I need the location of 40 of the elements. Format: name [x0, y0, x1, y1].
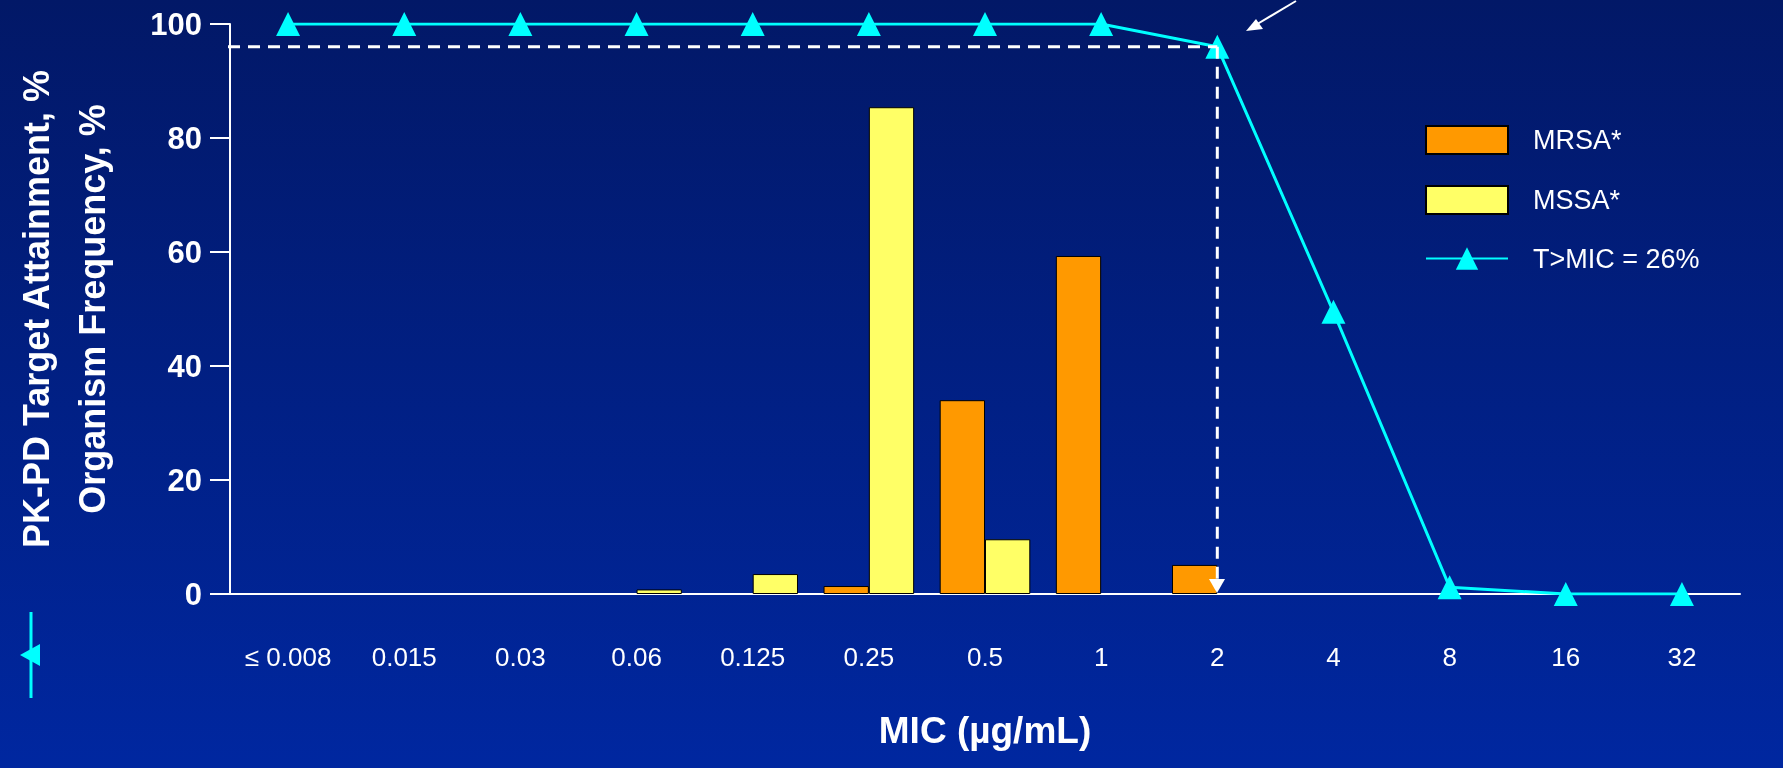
y-tick-label: 40: [167, 348, 202, 384]
y-tick-label: 20: [167, 462, 202, 498]
point: [1089, 12, 1114, 36]
x-tick-label: 2: [1210, 642, 1225, 672]
y-tick-label: 100: [150, 6, 202, 42]
bar: [636, 589, 682, 594]
bar: [752, 574, 798, 594]
point: [1669, 582, 1694, 606]
x-tick-label: 32: [1667, 642, 1697, 672]
point: [1321, 299, 1346, 324]
x-tick-label: 8: [1442, 642, 1457, 672]
x-tick-label: 0.5: [966, 642, 1004, 672]
x-tick-label: ≤ 0.008: [244, 642, 332, 672]
x-tick-label: 16: [1551, 642, 1581, 672]
legend-label: MSSA*: [1533, 185, 1621, 215]
point: [973, 12, 997, 36]
point: [392, 12, 417, 36]
point: [856, 12, 881, 36]
point: [740, 12, 765, 36]
point: [1553, 582, 1578, 606]
bar: [1055, 255, 1102, 594]
x-tick-label: 0.015: [371, 642, 437, 672]
bar: [1172, 564, 1218, 594]
point: [624, 12, 649, 36]
point: [276, 12, 301, 36]
y-tick-label: 60: [167, 234, 202, 270]
x-tick-label: 4: [1326, 642, 1341, 672]
legend-label: T>MIC = 26%: [1533, 243, 1700, 274]
legend-label: MRSA*: [1533, 125, 1623, 155]
point: [1437, 575, 1462, 600]
point: [508, 12, 533, 36]
y-tick-label: 80: [167, 120, 202, 156]
x-tick-label: 0.06: [611, 642, 662, 672]
x-tick-label: 0.125: [720, 642, 786, 672]
x-tick-label: 0.03: [495, 642, 546, 672]
x-tick-label: 0.25: [843, 642, 895, 672]
x-tick-label: 1: [1093, 642, 1109, 672]
x-axis-title: MIC (µg/mL): [878, 710, 1092, 751]
y-tick-label: 0: [184, 576, 202, 612]
y-axis-title: PK-PD Target Attainment, % Organism Frequency, %: [15, 69, 113, 549]
